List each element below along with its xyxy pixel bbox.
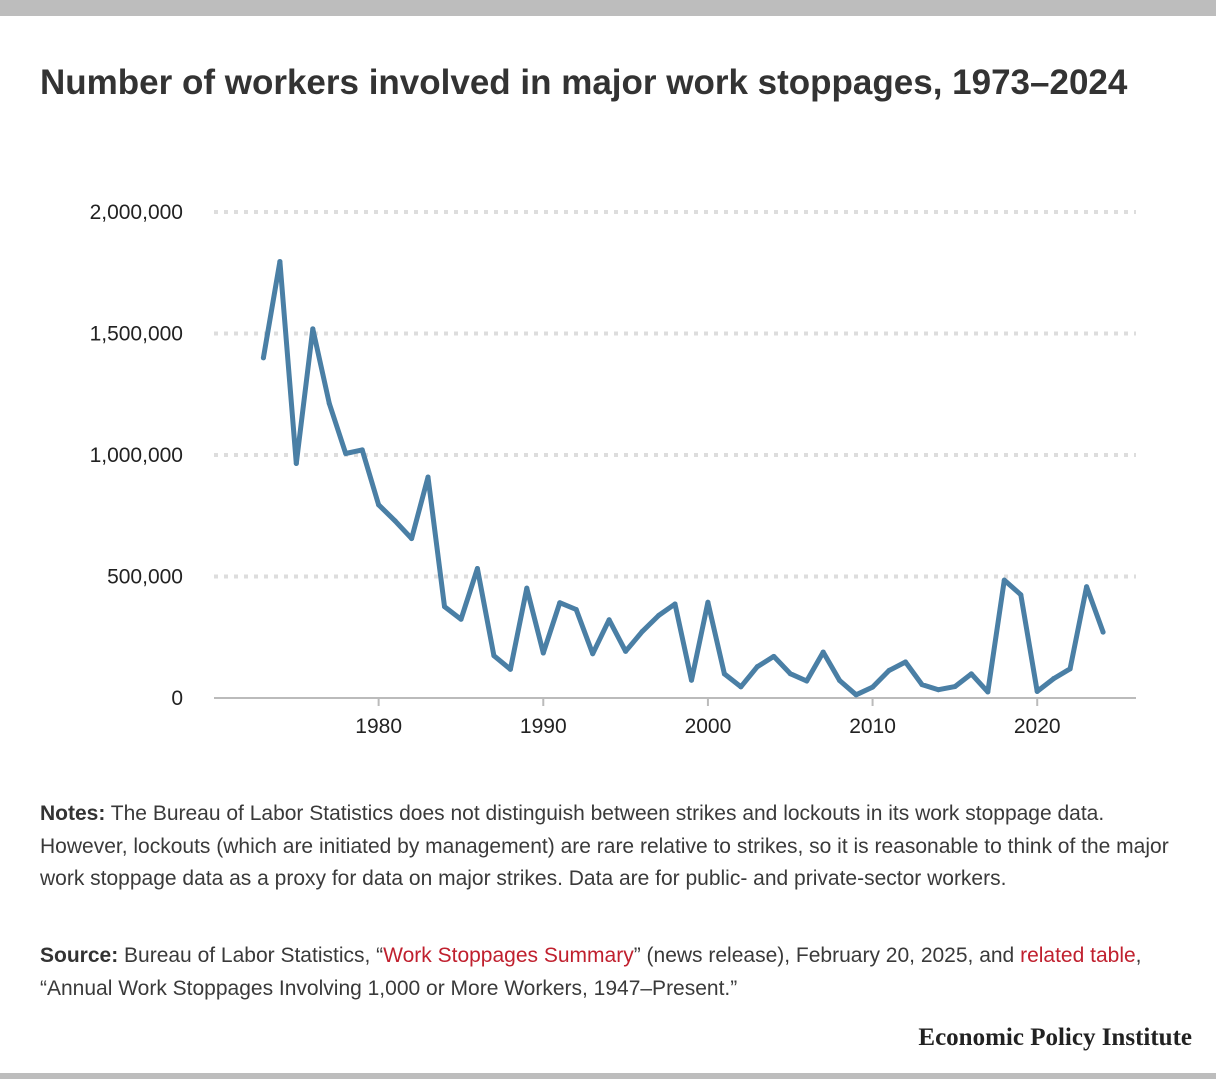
y-tick-label: 1,500,000 [90,323,183,346]
data-point [409,536,415,542]
source-label: Source: [40,944,119,967]
data-point [870,684,876,690]
data-point [968,671,974,677]
data-point [1051,676,1057,682]
x-axis: 1980 1990 2000 2010 2020 [355,698,1061,738]
data-point [573,607,579,613]
x-tick-label: 2010 [849,715,896,738]
data-point [771,653,777,659]
x-tick-label: 1990 [520,715,567,738]
data-point [590,651,596,657]
chart-title: Number of workers involved in major work… [40,63,1128,102]
data-point [359,447,365,453]
data-point [738,684,744,690]
data-point [903,659,908,665]
data-point [540,650,546,656]
series-line [260,259,1106,698]
data-point [1018,592,1024,598]
data-point [376,502,382,508]
data-point [919,682,925,688]
data-point [606,617,612,623]
data-point [820,649,826,655]
notes: Notes: The Bureau of Labor Statistics do… [40,798,1185,896]
data-point [491,653,497,659]
y-axis-tick-labels: 0 500,000 1,000,000 1,500,000 2,000,000 [90,201,183,710]
y-tick-label: 1,000,000 [90,444,183,467]
data-point [639,629,645,635]
data-point [853,692,859,698]
gridlines [214,210,1136,699]
work-stoppages-summary-link[interactable]: Work Stoppages Summary [383,944,634,967]
data-point [787,671,793,677]
data-point [293,461,299,467]
notes-text: The Bureau of Labor Statistics does not … [40,802,1169,890]
data-point [705,599,711,605]
data-point [1067,666,1073,672]
x-tick-label: 2020 [1014,715,1061,738]
data-point [310,326,316,332]
data-point [721,671,727,677]
data-point [886,668,892,674]
data-point [458,616,464,622]
data-point [1100,629,1106,635]
x-tick-label: 1980 [355,715,402,738]
data-point [623,648,629,654]
source: Source: Bureau of Labor Statistics, “Wor… [40,940,1185,1005]
y-tick-label: 0 [171,687,183,710]
data-point [474,565,480,571]
data-point [507,666,513,672]
data-point [1001,577,1007,583]
x-tick-label: 2000 [685,715,732,738]
data-point [425,474,431,480]
source-text-1: Bureau of Labor Statistics, “ [118,944,384,967]
epi-logo-text: Economic Policy Institute [918,1024,1192,1051]
source-text-3: , “Annual Work Stoppages Involving 1,000… [40,944,1142,1000]
data-point [754,664,760,670]
data-point [1034,688,1040,694]
bottom-border-bar [0,1073,1216,1079]
data-point [985,689,991,695]
data-point [804,678,810,684]
data-point [442,604,447,610]
data-point [935,687,941,693]
related-table-link[interactable]: related table [1020,944,1136,967]
data-point [524,585,530,591]
data-point [688,677,694,683]
top-border-bar [0,0,1216,16]
data-point [277,259,283,265]
data-point [1084,584,1090,590]
data-point [672,601,678,607]
series-layer [260,259,1106,698]
source-text-2: ” (news release), February 20, 2025, and [633,944,1021,967]
data-point [656,613,662,619]
line-chart: 0 500,000 1,000,000 1,500,000 2,000,000 1980… [90,201,1136,738]
notes-label: Notes: [40,802,106,825]
data-point [837,678,843,684]
data-point [392,518,398,524]
data-point [343,451,349,457]
data-point [260,355,266,361]
data-point [557,600,563,606]
data-point [326,400,332,406]
data-point [952,684,958,690]
y-tick-label: 500,000 [107,566,183,589]
y-tick-label: 2,000,000 [90,201,183,224]
